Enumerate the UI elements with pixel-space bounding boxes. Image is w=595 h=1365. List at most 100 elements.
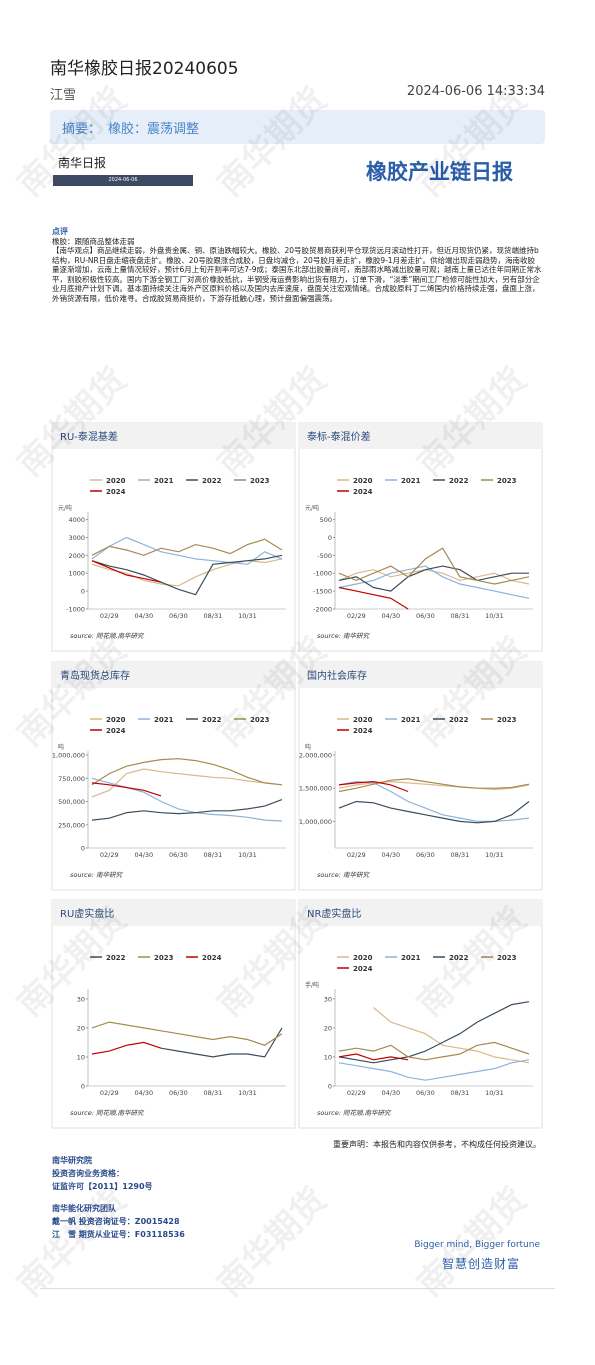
panel bbox=[298, 661, 543, 891]
legend-label: 2021 bbox=[401, 716, 421, 724]
series-line bbox=[338, 1041, 530, 1061]
x-tick-label: 08/31 bbox=[204, 1089, 223, 1097]
legend-label: 2024 bbox=[106, 727, 126, 735]
x-tick-label: 02/29 bbox=[100, 1089, 119, 1097]
slogan-en: Bigger mind, Bigger fortune bbox=[414, 1240, 540, 1250]
x-tick-label: 08/31 bbox=[451, 851, 470, 859]
series-line bbox=[91, 560, 162, 583]
chart-title: RU-泰混基差 bbox=[60, 430, 118, 443]
y-tick-label: 0 bbox=[81, 588, 85, 596]
legend-label: 2020 bbox=[106, 477, 126, 485]
panel bbox=[51, 422, 296, 652]
x-tick-label: 02/29 bbox=[347, 851, 366, 859]
y-tick-label: 30 bbox=[324, 995, 332, 1003]
axis-unit: 吨 bbox=[305, 743, 311, 751]
y-tick-label: 1,000,000 bbox=[299, 818, 332, 826]
x-tick-label: 08/31 bbox=[451, 1089, 470, 1097]
panel-header bbox=[299, 900, 542, 926]
series-line bbox=[161, 1027, 283, 1058]
x-tick-label: 06/30 bbox=[416, 1089, 435, 1097]
x-tick-label: 10/31 bbox=[485, 612, 504, 620]
x-tick-label: 08/31 bbox=[451, 612, 470, 620]
watermark: 南华期货 bbox=[10, 1180, 134, 1304]
legend-label: 2024 bbox=[202, 954, 222, 962]
legend-label: 2020 bbox=[353, 954, 373, 962]
chart-title: 泰标-泰混价差 bbox=[307, 430, 371, 443]
footer-rule bbox=[40, 1288, 555, 1289]
axis-unit: 吨 bbox=[58, 743, 64, 751]
y-tick-label: 0 bbox=[328, 1083, 332, 1091]
chart-title: 青岛现货总库存 bbox=[60, 669, 130, 682]
x-tick-label: 04/30 bbox=[381, 612, 400, 620]
legend-label: 2022 bbox=[106, 954, 126, 962]
chart-title: NR虚实盘比 bbox=[307, 907, 361, 920]
panel bbox=[298, 422, 543, 652]
x-tick-label: 02/29 bbox=[100, 851, 119, 859]
report-title: 南华橡胶日报20240605 bbox=[50, 59, 239, 79]
series-line bbox=[338, 547, 530, 585]
legend-label: 2020 bbox=[353, 716, 373, 724]
x-tick-label: 10/31 bbox=[238, 851, 257, 859]
axis-unit: 元/吨 bbox=[58, 504, 72, 512]
y-tick-label: 750,000 bbox=[58, 775, 85, 783]
y-tick-label: -1500 bbox=[313, 588, 332, 596]
watermark: 南华期货 bbox=[10, 80, 134, 204]
panel bbox=[51, 899, 296, 1129]
x-tick-label: 04/30 bbox=[134, 612, 153, 620]
series-line bbox=[338, 780, 530, 822]
panel-header bbox=[52, 900, 295, 926]
legend-label: 2023 bbox=[250, 716, 270, 724]
y-tick-label: -1000 bbox=[66, 606, 85, 614]
y-tick-label: 10 bbox=[77, 1053, 85, 1061]
series-line bbox=[91, 538, 283, 556]
series-line bbox=[91, 554, 283, 596]
y-tick-label: 20 bbox=[324, 1024, 332, 1032]
x-tick-label: 10/31 bbox=[238, 1089, 257, 1097]
legend-label: 2022 bbox=[202, 477, 222, 485]
x-tick-label: 04/30 bbox=[134, 1089, 153, 1097]
x-tick-label: 10/31 bbox=[238, 612, 257, 620]
x-tick-label: 06/30 bbox=[416, 612, 435, 620]
x-tick-label: 04/30 bbox=[381, 851, 400, 859]
x-tick-label: 06/30 bbox=[416, 851, 435, 859]
axis-unit: 元/吨 bbox=[305, 504, 319, 512]
team: 南华能化研究团队 戴一帆 投资咨询证号：Z0015428 江 雪 期货从业证号：… bbox=[52, 1202, 185, 1241]
series-line bbox=[338, 780, 409, 793]
chart-source: source: 南华研究 bbox=[317, 632, 370, 640]
x-tick-label: 02/29 bbox=[100, 612, 119, 620]
x-tick-label: 10/31 bbox=[485, 1089, 504, 1097]
banner-left: 南华日报 bbox=[58, 156, 107, 170]
series-line bbox=[91, 782, 162, 797]
legend-label: 2024 bbox=[353, 965, 373, 973]
chart-source: source: 南华研究 bbox=[70, 871, 123, 879]
x-tick-label: 04/30 bbox=[381, 1089, 400, 1097]
legend-label: 2023 bbox=[497, 954, 517, 962]
y-tick-label: -2000 bbox=[313, 606, 332, 614]
y-tick-label: 4000 bbox=[68, 516, 85, 524]
legend-label: 2024 bbox=[353, 488, 373, 496]
legend-label: 2022 bbox=[449, 954, 469, 962]
x-tick-label: 02/29 bbox=[347, 612, 366, 620]
legend-label: 2021 bbox=[401, 477, 421, 485]
x-tick-label: 10/31 bbox=[485, 851, 504, 859]
legend-label: 2020 bbox=[353, 477, 373, 485]
legend-label: 2021 bbox=[154, 716, 174, 724]
y-tick-label: -500 bbox=[317, 552, 332, 560]
legend-label: 2024 bbox=[106, 488, 126, 496]
y-tick-label: 500 bbox=[320, 516, 332, 524]
banner-date: 2024-06-06 bbox=[53, 175, 193, 186]
legend-label: 2022 bbox=[449, 477, 469, 485]
legend-label: 2023 bbox=[497, 716, 517, 724]
team-line: 南华能化研究团队 bbox=[52, 1204, 116, 1213]
summary-label: 摘要： bbox=[62, 122, 102, 137]
banner-title: 橡胶产业链日报 bbox=[366, 160, 513, 184]
y-tick-label: 20 bbox=[77, 1024, 85, 1032]
x-tick-label: 02/29 bbox=[347, 1089, 366, 1097]
y-tick-label: -1000 bbox=[313, 570, 332, 578]
y-tick-label: 10 bbox=[324, 1053, 332, 1061]
summary-text: 橡胶：震荡调整 bbox=[108, 122, 200, 137]
chart-source: source: 同花顺,南华研究 bbox=[317, 1109, 392, 1117]
panel bbox=[298, 899, 543, 1129]
disclaimer: 重要声明：本报告和内容仅供参考，不构成任何投资建议。 bbox=[333, 1140, 541, 1149]
